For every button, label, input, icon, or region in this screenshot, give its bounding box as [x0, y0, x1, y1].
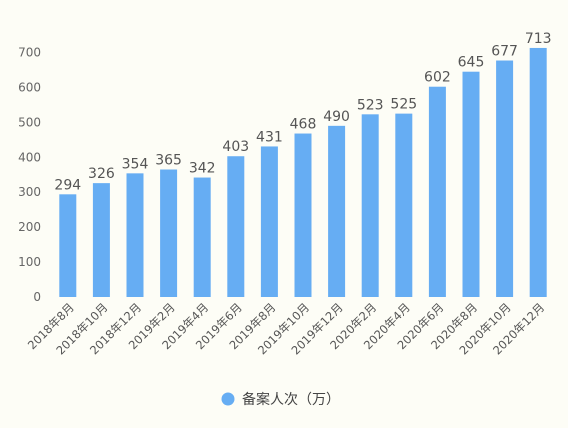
- data-label: 525: [390, 97, 417, 113]
- data-label: 523: [357, 97, 384, 113]
- bar[interactable]: [294, 133, 312, 297]
- y-tick-label: 100: [18, 255, 41, 269]
- data-label: 645: [458, 55, 485, 71]
- bar[interactable]: [59, 194, 77, 297]
- bar[interactable]: [361, 114, 379, 297]
- bar[interactable]: [160, 169, 178, 297]
- y-axis: 0 100 200 300 400 500 600 700: [18, 45, 41, 304]
- data-label: 431: [256, 129, 283, 145]
- bar[interactable]: [193, 177, 211, 297]
- data-label: 490: [323, 109, 350, 125]
- bar-series: [59, 47, 547, 298]
- y-tick-label: 600: [18, 80, 41, 94]
- legend-marker-icon[interactable]: [221, 392, 235, 406]
- data-label: 354: [122, 156, 149, 172]
- data-label: 403: [222, 139, 249, 155]
- bar[interactable]: [92, 183, 110, 297]
- y-tick-label: 500: [18, 115, 41, 129]
- legend[interactable]: 备案人次（万）: [221, 391, 341, 408]
- bar[interactable]: [328, 125, 346, 297]
- data-label: 342: [189, 161, 216, 177]
- data-label: 602: [424, 70, 451, 86]
- y-tick-label: 300: [18, 185, 41, 199]
- y-tick-label: 0: [33, 290, 41, 304]
- data-label: 677: [491, 44, 518, 60]
- bar[interactable]: [462, 71, 480, 297]
- data-label: 468: [290, 117, 317, 133]
- data-label: 365: [155, 153, 182, 169]
- data-labels: 294 326 354 365 342 403 431 468 490 523 525 602 645 6…: [54, 31, 551, 193]
- bar[interactable]: [227, 156, 245, 297]
- x-axis: 2018年8月2018年10月2018年12月2019年2月2019年4月201…: [25, 300, 547, 357]
- bar[interactable]: [529, 47, 547, 298]
- data-label: 294: [54, 177, 81, 193]
- bar[interactable]: [126, 173, 144, 297]
- legend-label[interactable]: 备案人次（万）: [242, 391, 340, 408]
- data-label: 713: [525, 31, 552, 47]
- bar[interactable]: [395, 113, 413, 298]
- bar[interactable]: [496, 60, 514, 297]
- y-tick-label: 400: [18, 150, 41, 164]
- data-label: 326: [88, 166, 115, 182]
- y-tick-label: 200: [18, 220, 41, 234]
- bar[interactable]: [260, 146, 278, 297]
- y-tick-label: 700: [18, 45, 41, 59]
- bar[interactable]: [428, 86, 446, 297]
